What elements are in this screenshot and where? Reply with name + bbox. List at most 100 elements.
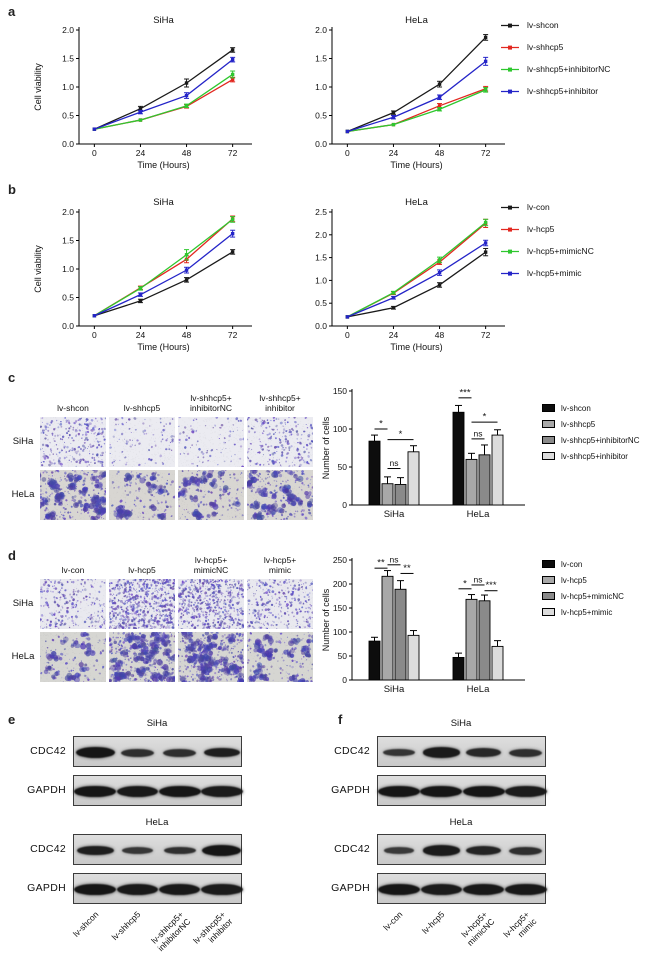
assay-row-label: SiHa [12, 436, 34, 447]
legend-item-lv-hcp5+mimic: lv-hcp5+mimic [501, 262, 594, 284]
legend-label: lv-hcp5+mimic [527, 268, 582, 278]
transwell-image [109, 417, 175, 467]
legend-marker-icon [501, 45, 519, 50]
svg-text:HeLa: HeLa [467, 509, 490, 520]
svg-text:50: 50 [338, 651, 348, 661]
panel-label-a: a [8, 4, 16, 19]
blot-band [422, 845, 461, 856]
blot-box [73, 736, 242, 767]
legend-label: lv-hcp5+mimic [561, 607, 613, 617]
svg-text:Time (Hours): Time (Hours) [137, 342, 189, 352]
legend-swatch-icon [542, 576, 555, 584]
legend-item-lv-shcon: lv-shcon [542, 400, 639, 416]
panel-label-c: c [8, 370, 16, 385]
blot-protein-label: CDC42 [334, 842, 370, 855]
blot-band [122, 847, 153, 854]
blot-band [384, 847, 415, 854]
blot-band [466, 845, 502, 856]
transwell-image [247, 417, 313, 467]
svg-text:1.0: 1.0 [315, 275, 327, 285]
svg-text:0.0: 0.0 [315, 139, 327, 149]
svg-text:50: 50 [338, 462, 348, 472]
legend-marker-icon [501, 205, 519, 210]
svg-text:24: 24 [389, 148, 399, 158]
blot-band [163, 748, 197, 757]
blot-box [377, 834, 546, 865]
legend-label: lv-shhcp5+inhibitor [527, 86, 599, 96]
blot-band [158, 785, 201, 798]
legend-label: lv-hcp5+mimicNC [527, 246, 594, 256]
svg-text:24: 24 [136, 330, 146, 340]
bar-chart-c: Number of cells 0 50 100 150 SiHa HeLa * ns * *** n… [320, 376, 545, 526]
legend-label: lv-hcp5 [527, 224, 555, 234]
legend-swatch-icon [542, 404, 555, 412]
legend-label: lv-hcp5 [561, 575, 587, 585]
blot-box [73, 775, 243, 806]
svg-text:0.5: 0.5 [62, 293, 74, 303]
blot-protein-label: GAPDH [27, 783, 66, 796]
legend-label: lv-con [527, 202, 550, 212]
legend-swatch-icon [542, 560, 555, 568]
legend-label: lv-shhcp5 [527, 42, 564, 52]
svg-text:250: 250 [333, 555, 347, 565]
legend-item-lv-hcp5+mimicNC: lv-hcp5+mimicNC [501, 240, 594, 262]
legend-marker-icon [501, 271, 519, 276]
svg-text:0.0: 0.0 [62, 139, 74, 149]
line-chart-svg-a_siha: SiHa Cell viability Time (Hours) 0.0 0.5 1.0 1… [33, 15, 252, 170]
blot-band [116, 785, 159, 798]
blot-band [201, 883, 243, 896]
blot-box [377, 775, 547, 806]
svg-text:0: 0 [342, 675, 347, 685]
transwell-image [247, 579, 313, 629]
transwell-image [40, 632, 106, 682]
transwell-image [40, 417, 106, 467]
blot-group-title: HeLa [449, 817, 473, 828]
svg-text:HeLa: HeLa [405, 197, 428, 208]
svg-text:*: * [379, 419, 383, 430]
blot-band [383, 748, 415, 757]
transwell-image [40, 470, 106, 520]
svg-text:Time (Hours): Time (Hours) [390, 342, 442, 352]
legend-item-lv-shhcp5+inhibitor: lv-shhcp5+inhibitor [542, 448, 639, 464]
svg-text:24: 24 [389, 330, 399, 340]
transwell-image [247, 470, 313, 520]
svg-text:200: 200 [333, 579, 347, 589]
svg-text:2.0: 2.0 [315, 25, 327, 35]
assay-col-header: lv-shhcp5+ inhibitor [259, 393, 301, 414]
blot-band [158, 883, 201, 896]
svg-text:***: *** [459, 387, 470, 398]
legend-label: lv-shcon [561, 403, 591, 413]
svg-text:SiHa: SiHa [153, 197, 174, 208]
legend-panel-b: lv-con lv-hcp5 lv-hcp5+mimicNC lv-hcp5+mimi… [501, 196, 594, 284]
legend-swatch-icon [542, 420, 555, 428]
svg-text:Time (Hours): Time (Hours) [137, 160, 189, 170]
line-chart-b-siha: SiHa Cell viability Time (Hours) 0.0 0.5 1.0 1… [28, 188, 266, 360]
panel-label-b: b [8, 182, 16, 197]
blot-band [505, 785, 547, 798]
svg-text:**: ** [403, 563, 411, 574]
svg-text:0: 0 [92, 148, 97, 158]
legend-panel-c: lv-shcon lv-shhcp5 lv-shhcp5+inhibitorNC lv… [542, 400, 639, 464]
blot-protein-label: CDC42 [30, 744, 66, 757]
svg-text:0.5: 0.5 [62, 111, 74, 121]
legend-label: lv-shhcp5 [561, 419, 596, 429]
svg-text:1.5: 1.5 [62, 54, 74, 64]
assay-col-header: lv-shhcp5+ inhibitorNC [189, 393, 233, 414]
svg-text:48: 48 [182, 330, 192, 340]
line-chart-svg-b_siha: SiHa Cell viability Time (Hours) 0.0 0.5 1.0 1… [33, 197, 252, 352]
legend-item-lv-hcp5+mimic: lv-hcp5+mimic [542, 604, 624, 620]
transwell-image [109, 632, 175, 682]
assay-col-header: lv-shcon [57, 403, 89, 414]
blot-band [420, 883, 463, 896]
legend-panel-a: lv-shcon lv-shhcp5 lv-shhcp5+inhibitorNC lv… [501, 14, 610, 102]
legend-swatch-icon [542, 452, 555, 460]
legend-marker-icon [501, 249, 519, 254]
blot-band [509, 846, 543, 855]
svg-text:100: 100 [333, 627, 347, 637]
svg-text:0: 0 [345, 148, 350, 158]
svg-text:0: 0 [342, 500, 347, 510]
svg-text:ns: ns [474, 574, 483, 584]
svg-text:***: *** [485, 580, 496, 591]
svg-text:Number of cells: Number of cells [321, 588, 331, 651]
